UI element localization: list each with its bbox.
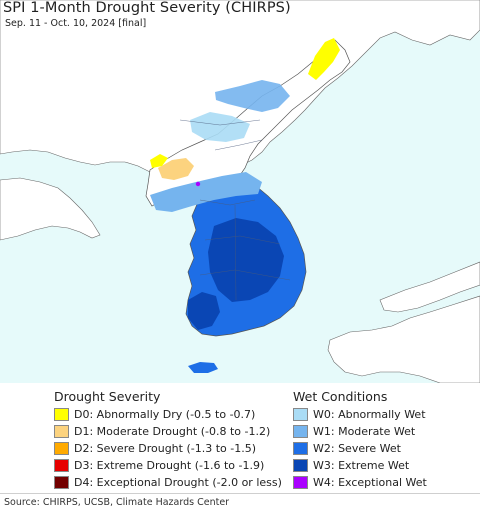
legend-label: D4: Exceptional Drought (-2.0 or less) xyxy=(74,475,282,489)
legend-item-w2: W2: Severe Wet xyxy=(293,440,401,456)
drought-map xyxy=(0,0,480,383)
wet-legend-title: Wet Conditions xyxy=(293,389,388,404)
legend-item-d0: D0: Abnormally Dry (-0.5 to -0.7) xyxy=(54,406,255,422)
swatch-d4 xyxy=(54,475,69,489)
legend-label: D0: Abnormally Dry (-0.5 to -0.7) xyxy=(74,407,256,421)
legend-item-w1: W1: Moderate Wet xyxy=(293,423,415,439)
d1-west xyxy=(158,158,194,180)
swatch-w2 xyxy=(293,441,308,455)
legend-item-d3: D3: Extreme Drought (-1.6 to -1.9) xyxy=(54,457,264,473)
legend-label: D1: Moderate Drought (-0.8 to -1.2) xyxy=(74,424,271,438)
w1-north xyxy=(215,80,290,112)
legend-item-w4: W4: Exceptional Wet xyxy=(293,474,427,490)
legend-label: W1: Moderate Wet xyxy=(313,424,416,438)
legend-label: D3: Extreme Drought (-1.6 to -1.9) xyxy=(74,458,265,472)
drought-legend-title: Drought Severity xyxy=(54,389,161,404)
china-east-coast xyxy=(0,177,101,241)
legend-item-d1: D1: Moderate Drought (-0.8 to -1.2) xyxy=(54,423,270,439)
w4-spot xyxy=(195,181,201,187)
swatch-w3 xyxy=(293,458,308,472)
dry-overlays xyxy=(150,38,340,187)
swatch-d0 xyxy=(54,407,69,421)
swatch-d3 xyxy=(54,458,69,472)
admin-boundaries xyxy=(179,119,291,301)
wet-overlays xyxy=(150,80,290,373)
w3-southwest xyxy=(188,292,220,330)
swatch-d2 xyxy=(54,441,69,455)
legend-label: D2: Severe Drought (-1.3 to -1.5) xyxy=(74,441,257,455)
w1-central xyxy=(150,172,262,212)
legend-label: W3: Extreme Wet xyxy=(313,458,410,472)
legend-label: W0: Abnormally Wet xyxy=(313,407,426,421)
swatch-w0 xyxy=(293,407,308,421)
source-credit: Source: CHIRPS, UCSB, Climate Hazards Ce… xyxy=(0,493,480,510)
d0-northeast xyxy=(308,38,340,80)
legend-label: W2: Severe Wet xyxy=(313,441,401,455)
map-title: SPI 1-Month Drought Severity (CHIRPS) xyxy=(3,0,291,16)
w0-north xyxy=(190,112,250,142)
legend-item-d4: D4: Exceptional Drought (-2.0 or less) xyxy=(54,474,282,490)
legend-item-w0: W0: Abnormally Wet xyxy=(293,406,426,422)
swatch-w1 xyxy=(293,424,308,438)
w2-island xyxy=(188,362,218,373)
swatch-d1 xyxy=(54,424,69,438)
legend-item-w3: W3: Extreme Wet xyxy=(293,457,409,473)
legend: Drought Severity D0: Abnormally Dry (-0.… xyxy=(0,383,480,493)
map-subtitle: Sep. 11 - Oct. 10, 2024 [final] xyxy=(5,18,147,29)
legend-item-d2: D2: Severe Drought (-1.3 to -1.5) xyxy=(54,440,256,456)
legend-label: W4: Exceptional Wet xyxy=(313,475,427,489)
swatch-w4 xyxy=(293,475,308,489)
japan-honshu xyxy=(379,261,480,313)
d0-west xyxy=(150,154,168,168)
w3-south xyxy=(208,218,284,302)
japan-kyushu xyxy=(327,295,480,383)
